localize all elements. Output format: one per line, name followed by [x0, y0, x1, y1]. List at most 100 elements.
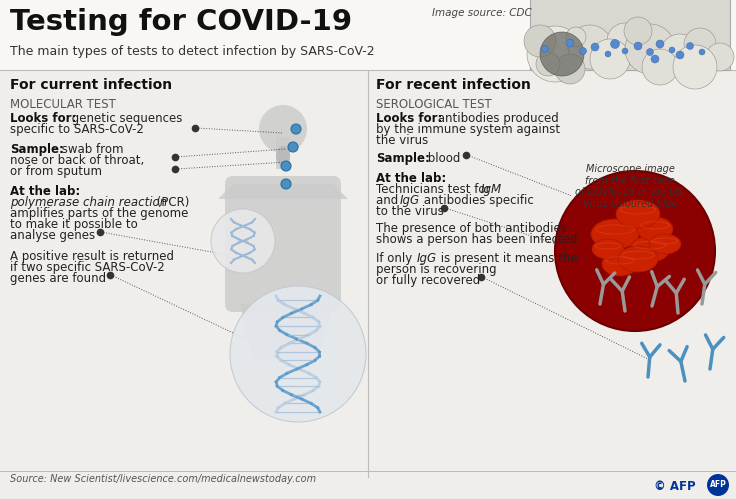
Text: At the lab:: At the lab: [376, 172, 446, 185]
Circle shape [624, 17, 652, 45]
Bar [0, 0, 736, 6]
Circle shape [660, 34, 700, 74]
Text: Source: New Scientist/livescience.com/medicalnewstoday.com: Source: New Scientist/livescience.com/me… [10, 474, 316, 484]
Circle shape [622, 48, 628, 54]
Text: shows a person has been infected: shows a person has been infected [376, 233, 578, 246]
Text: or fully recovered: or fully recovered [376, 274, 481, 287]
Text: © AFP: © AFP [654, 480, 696, 493]
Circle shape [579, 47, 587, 54]
Circle shape [669, 47, 675, 53]
Ellipse shape [276, 146, 290, 166]
Text: Sample:: Sample: [10, 143, 64, 156]
Circle shape [699, 49, 705, 55]
Circle shape [524, 25, 556, 57]
Circle shape [288, 142, 298, 152]
Text: amplifies parts of the genome: amplifies parts of the genome [10, 207, 188, 220]
Circle shape [646, 48, 654, 55]
Circle shape [527, 26, 583, 82]
Text: For recent infection: For recent infection [376, 78, 531, 92]
Text: For current infection: For current infection [10, 78, 172, 92]
Text: the virus: the virus [376, 134, 428, 147]
Text: nose or back of throat,: nose or back of throat, [10, 154, 144, 167]
Text: Looks for:: Looks for: [10, 112, 77, 125]
Circle shape [211, 209, 275, 273]
Ellipse shape [616, 200, 660, 228]
Text: if two specific SARS-CoV-2: if two specific SARS-CoV-2 [10, 261, 165, 274]
Circle shape [259, 105, 307, 153]
Text: antibodies produced: antibodies produced [434, 112, 559, 125]
Circle shape [281, 161, 291, 171]
Text: At the lab:: At the lab: [10, 185, 80, 198]
Circle shape [291, 124, 301, 134]
Bar [276, 137, 290, 169]
Text: The main types of tests to detect infection by SARS-CoV-2: The main types of tests to detect infect… [10, 45, 375, 58]
Ellipse shape [618, 246, 658, 272]
Text: specific to SARS-CoV-2: specific to SARS-CoV-2 [10, 123, 144, 136]
Text: Looks for:: Looks for: [376, 112, 442, 125]
Circle shape [542, 45, 548, 52]
Circle shape [651, 55, 659, 63]
Circle shape [281, 179, 291, 189]
Circle shape [566, 27, 586, 47]
Text: and: and [376, 194, 402, 207]
Text: (PCR): (PCR) [153, 196, 189, 209]
Circle shape [676, 51, 684, 59]
Ellipse shape [637, 217, 673, 241]
Text: A positive result is returned: A positive result is returned [10, 250, 174, 263]
Circle shape [540, 32, 584, 76]
Text: Sample:: Sample: [376, 152, 430, 165]
Circle shape [605, 51, 611, 57]
Text: polymerase chain reaction: polymerase chain reaction [10, 196, 167, 209]
Text: or from sputum: or from sputum [10, 165, 102, 178]
Text: Microscope image
from the first case
of COVID-19 in the US,
Virus coloured blue: Microscope image from the first case of … [575, 164, 685, 209]
Circle shape [591, 43, 599, 51]
Circle shape [230, 286, 366, 422]
Text: IgM: IgM [481, 183, 502, 196]
Circle shape [590, 39, 630, 79]
Text: Testing for COVID-19: Testing for COVID-19 [10, 8, 352, 36]
Text: Technicians test for: Technicians test for [376, 183, 495, 196]
Bar [0, 0, 736, 70]
Ellipse shape [591, 219, 639, 249]
Circle shape [555, 171, 715, 331]
Text: SEROLOGICAL TEST: SEROLOGICAL TEST [376, 98, 492, 111]
Circle shape [555, 54, 585, 84]
Polygon shape [218, 184, 348, 199]
Text: antibodies specific: antibodies specific [420, 194, 534, 207]
Circle shape [642, 49, 678, 85]
Text: is present it means the: is present it means the [437, 252, 578, 265]
Text: Image source: CDC: Image source: CDC [432, 8, 531, 18]
Circle shape [625, 24, 675, 74]
Circle shape [656, 40, 664, 48]
Text: to the virus: to the virus [376, 205, 444, 218]
Text: IgG: IgG [400, 194, 420, 207]
Circle shape [634, 42, 642, 50]
Ellipse shape [592, 239, 624, 259]
Polygon shape [240, 304, 333, 359]
Circle shape [673, 45, 717, 89]
Circle shape [607, 23, 643, 59]
Text: genetic sequences: genetic sequences [68, 112, 183, 125]
Text: genes are found: genes are found [10, 272, 106, 285]
Ellipse shape [630, 236, 670, 262]
Circle shape [536, 52, 560, 76]
Circle shape [568, 25, 612, 69]
Circle shape [706, 43, 734, 71]
Text: by the immune system against: by the immune system against [376, 123, 560, 136]
FancyBboxPatch shape [225, 176, 341, 312]
Circle shape [566, 39, 574, 47]
Circle shape [684, 28, 716, 60]
Text: blood: blood [424, 152, 461, 165]
Bar [530, 0, 730, 70]
Text: If only: If only [376, 252, 416, 265]
Text: AFP: AFP [710, 480, 726, 489]
Circle shape [707, 474, 729, 496]
Text: analyse genes: analyse genes [10, 229, 95, 242]
Text: IgG: IgG [417, 252, 437, 265]
Circle shape [610, 39, 620, 48]
Circle shape [687, 42, 693, 49]
Text: swab from: swab from [58, 143, 124, 156]
Text: to make it possible to: to make it possible to [10, 218, 138, 231]
Text: person is recovering: person is recovering [376, 263, 497, 276]
Ellipse shape [602, 252, 638, 276]
